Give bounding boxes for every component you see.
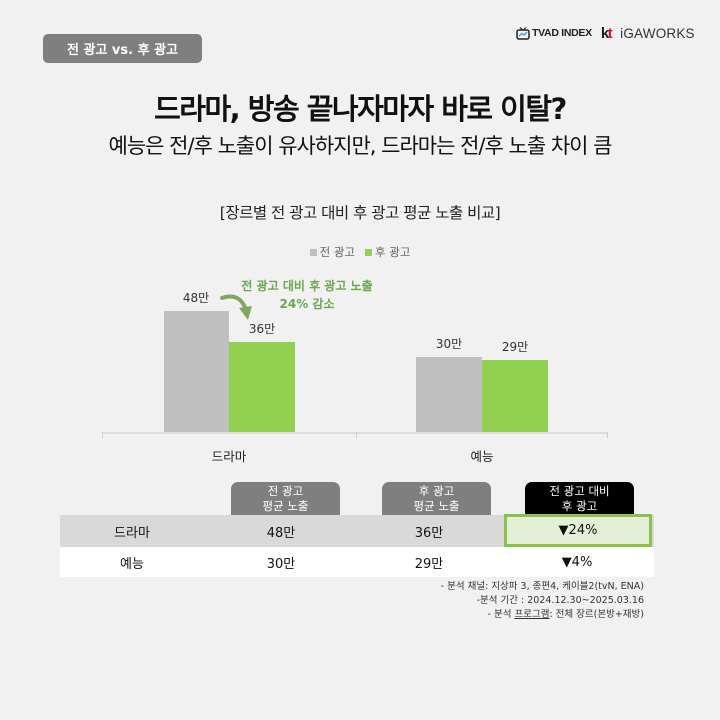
note-program: - 분석 프로그램: 전체 장르(본방+재방) <box>441 608 644 622</box>
note-period: -분석 기간 : 2024.12.30~2025.03.16 <box>476 595 644 606</box>
chart-title: [장르별 전 광고 대비 후 광고 평균 노출 비교] <box>219 204 501 222</box>
bar-label-variety-after: 29만 <box>501 340 529 354</box>
note-program-prefix: - 분석 <box>487 609 515 620</box>
cell-change: ▼4% <box>561 554 593 570</box>
cell-after: 29만 <box>414 556 444 572</box>
annotation-line1: 전 광고 대비 후 광고 노출 <box>241 279 373 293</box>
kt-k: k <box>600 24 609 42</box>
tv-icon <box>516 26 530 40</box>
table-header-before: 전 광고 평균 노출 <box>231 482 340 516</box>
legend-item-after: 후 광고 <box>365 244 410 260</box>
annotation-line2: 24% 감소 <box>279 297 335 311</box>
table-header-change: 전 광고 대비 후 광고 <box>525 482 634 516</box>
header-line: 전 광고 <box>267 484 304 498</box>
table-header-after: 후 광고 평균 노출 <box>382 482 491 516</box>
chart-annotation: 전 광고 대비 후 광고 노출 24% 감소 <box>232 277 382 313</box>
legend-item-before: 전 광고 <box>309 244 355 260</box>
bar-label-drama-after: 36만 <box>248 322 276 336</box>
legend-label-after: 후 광고 <box>375 245 411 259</box>
header-line: 평균 노출 <box>262 499 309 513</box>
cell-before: 30만 <box>266 556 296 572</box>
cell-before: 48만 <box>266 525 296 541</box>
igaworks-logo: iGAWORKS <box>620 25 695 41</box>
kt-t: t <box>607 24 613 42</box>
x-axis-tick <box>356 432 357 438</box>
legend-swatch-green <box>365 248 372 256</box>
page-title: 드라마, 방송 끝나자마자 바로 이탈? <box>154 92 567 126</box>
partner-logos: TVAD INDEX kt iGAWORKS <box>516 22 706 44</box>
topic-badge: 전 광고 vs. 후 광고 <box>43 34 202 63</box>
note-channels: - 분석 채널: 지상파 3, 종편4, 케이블2(tvN, ENA) <box>440 581 644 592</box>
cell-after: 36만 <box>414 525 444 541</box>
category-label-variety: 예능 <box>470 449 494 464</box>
header-line: 후 광고 <box>561 499 598 513</box>
x-axis-tick <box>102 432 103 438</box>
cell-change-highlight: ▼24% <box>504 514 652 547</box>
cell-genre: 드라마 <box>114 525 150 541</box>
bar-label-variety-before: 30만 <box>435 337 463 351</box>
footnotes: - 분석 채널: 지상파 3, 종편4, 케이블2(tvN, ENA) -분석 … <box>441 580 644 622</box>
legend-swatch-gray <box>309 248 317 256</box>
curved-arrow-icon <box>220 294 252 320</box>
note-program-label: 프로그램 <box>514 609 550 620</box>
header-line: 전 광고 대비 <box>549 484 610 498</box>
page-subtitle: 예능은 전/후 노출이 유사하지만, 드라마는 전/후 노출 차이 큼 <box>108 134 613 158</box>
x-axis-line <box>102 432 608 434</box>
x-axis-tick <box>607 432 608 438</box>
bar-label-drama-before: 48만 <box>182 291 210 305</box>
tvadindex-logo: TVAD INDEX <box>516 26 592 40</box>
kt-logo: kt <box>600 24 613 42</box>
table-row-variety: 예능 30만 29만 ▼4% <box>60 547 654 577</box>
header-line: 평균 노출 <box>413 499 460 513</box>
bar-variety-before <box>416 357 482 433</box>
category-label-drama: 드라마 <box>211 449 247 464</box>
bar-drama-after <box>229 342 295 433</box>
cell-genre: 예능 <box>120 556 144 572</box>
tvadindex-text: TVAD INDEX <box>532 27 592 39</box>
header-line: 후 광고 <box>418 484 455 498</box>
bar-drama-before <box>164 311 229 433</box>
note-program-suffix: : 전체 장르(본방+재방) <box>549 609 644 620</box>
bar-variety-after <box>482 360 548 433</box>
chart-legend: 전 광고 후 광고 <box>0 244 720 260</box>
legend-label-before: 전 광고 <box>319 245 355 259</box>
